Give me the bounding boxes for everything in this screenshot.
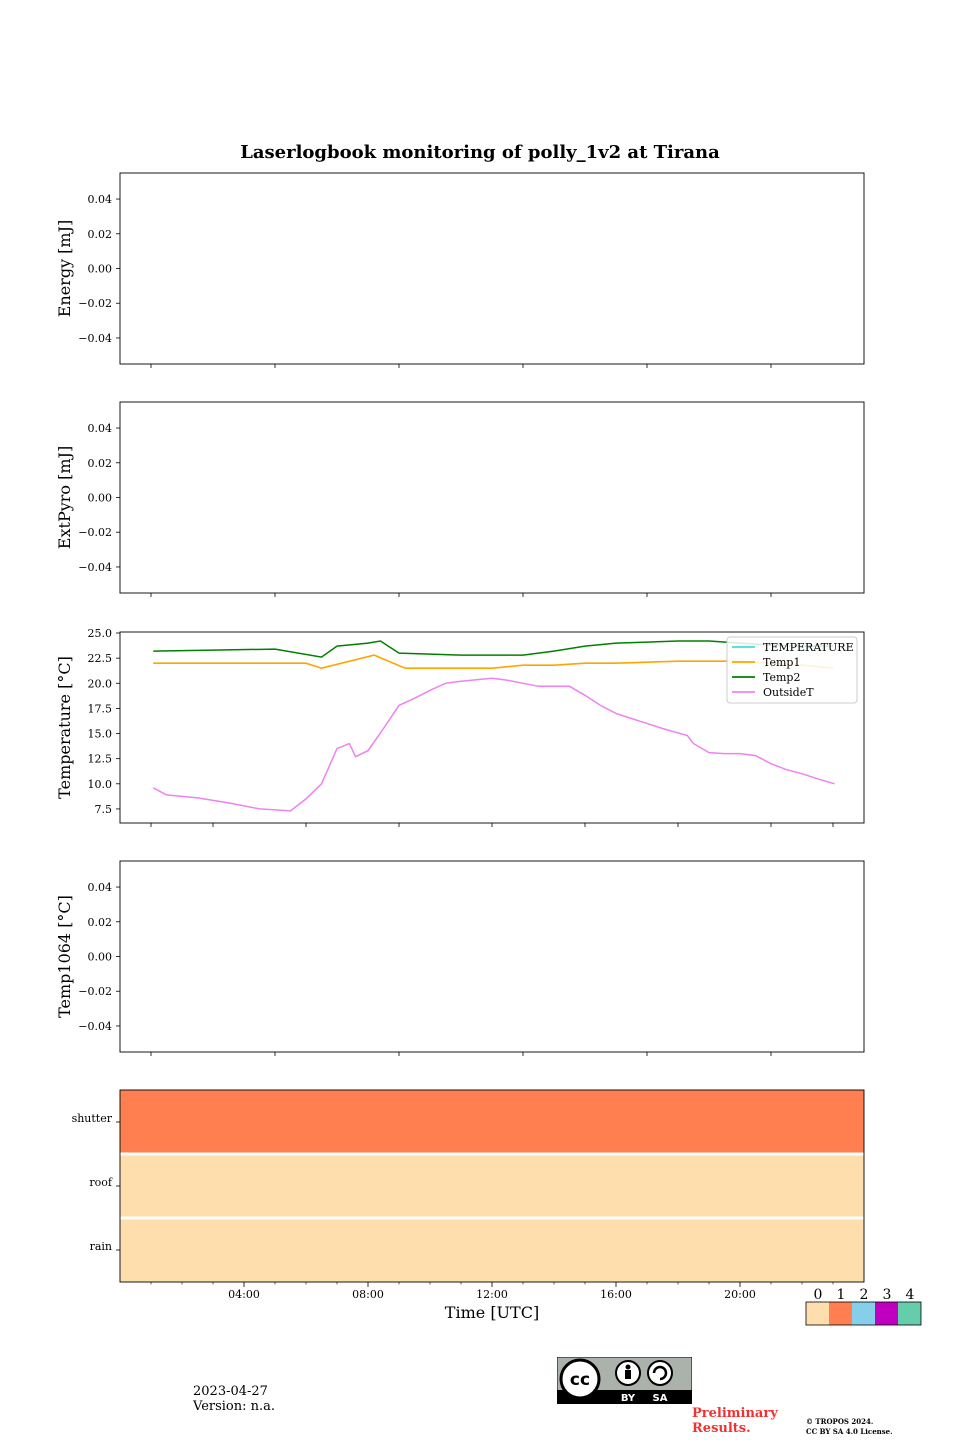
colorbar-tick-label: 4 <box>906 1287 915 1303</box>
series-line-outsidet <box>152 677 835 812</box>
copyright-line-1: © TROPOS 2024. <box>806 1417 874 1426</box>
x-tick-label: 16:00 <box>600 1288 632 1301</box>
panel-background <box>120 402 864 593</box>
status-row-label: rain <box>90 1240 112 1253</box>
panel-background <box>120 173 864 364</box>
y-axis-label: Temperature [°C] <box>55 656 74 799</box>
y-tick-label: 22.5 <box>88 652 113 665</box>
y-tick-label: 0.02 <box>88 916 113 929</box>
cc-by-text: BY <box>621 1393 636 1404</box>
y-tick-label: 0.02 <box>88 457 113 470</box>
y-tick-label: 7.5 <box>95 803 113 816</box>
y-tick-label: −0.04 <box>78 332 112 345</box>
y-tick-label: 17.5 <box>88 702 113 715</box>
y-tick-label: −0.04 <box>78 561 112 574</box>
colorbar-swatch <box>898 1302 921 1325</box>
x-axis-label: Time [UTC] <box>445 1303 539 1322</box>
legend-label: TEMPERATURE <box>763 641 854 654</box>
footer-date-block: 2023-04-27 Version: n.a. <box>193 1384 275 1414</box>
panel-frame <box>119 631 865 824</box>
colorbar-swatch <box>806 1302 829 1325</box>
series-line-temp1 <box>153 654 834 670</box>
y-tick-label: 0.00 <box>88 492 113 505</box>
y-tick-label: 0.04 <box>88 422 113 435</box>
legend-label: OutsideT <box>763 686 814 699</box>
colorbar-swatch <box>852 1302 875 1325</box>
panel-frame <box>119 401 865 594</box>
x-tick-label: 08:00 <box>352 1288 384 1301</box>
y-tick-label: 0.00 <box>88 263 113 276</box>
panel-frame <box>119 860 865 1053</box>
y-tick-label: −0.02 <box>78 985 112 998</box>
preliminary-notice: Preliminary Results. <box>692 1406 802 1436</box>
status-row-shutter <box>120 1090 864 1154</box>
status-row-label: roof <box>89 1176 113 1189</box>
footer-version: Version: n.a. <box>193 1399 276 1414</box>
preliminary-text: Preliminary Results. <box>692 1406 778 1436</box>
x-tick-label: 12:00 <box>476 1288 508 1301</box>
panel-background <box>120 861 864 1052</box>
y-axis-label: Energy [mJ] <box>55 220 74 318</box>
x-tick-label: 20:00 <box>724 1288 756 1301</box>
y-tick-label: 10.0 <box>88 778 113 791</box>
panel-frame <box>119 172 865 365</box>
legend-label: Temp2 <box>763 671 800 684</box>
colorbar-tick-label: 0 <box>814 1287 823 1303</box>
status-row-rain <box>120 1218 864 1282</box>
y-tick-label: −0.02 <box>78 526 112 539</box>
y-tick-label: 25.0 <box>88 627 113 640</box>
y-tick-label: −0.04 <box>78 1020 112 1033</box>
legend-box <box>726 636 858 704</box>
colorbar-tick-label: 2 <box>860 1287 869 1303</box>
y-tick-label: −0.02 <box>78 297 112 310</box>
chart-title: Laserlogbook monitoring of polly_1v2 at … <box>240 142 720 163</box>
y-tick-label: 0.04 <box>88 193 113 206</box>
cc-sa-text: SA <box>653 1393 668 1404</box>
status-row-label: shutter <box>72 1112 113 1125</box>
x-tick-label: 04:00 <box>228 1288 260 1301</box>
colorbar-swatch <box>829 1302 852 1325</box>
legend-label: Temp1 <box>763 656 800 669</box>
y-tick-label: 0.00 <box>88 951 113 964</box>
y-tick-label: 20.0 <box>88 677 113 690</box>
cc-by-sa-icon: cc BY SA <box>556 1356 693 1405</box>
y-tick-label: 0.02 <box>88 228 113 241</box>
y-axis-label: ExtPyro [mJ] <box>55 446 74 549</box>
y-tick-label: 0.04 <box>88 881 113 894</box>
cc-license-badge: cc BY SA <box>556 1356 693 1408</box>
cc-text: cc <box>570 1370 590 1390</box>
colorbar-frame <box>805 1301 922 1326</box>
y-tick-label: 15.0 <box>88 728 113 741</box>
copyright-block: © TROPOS 2024. CC BY SA 4.0 License. <box>806 1417 893 1437</box>
y-axis-label: Temp1064 [°C] <box>55 895 74 1018</box>
status-row-roof <box>120 1154 864 1218</box>
footer-date: 2023-04-27 <box>193 1384 268 1399</box>
colorbar-tick-label: 3 <box>883 1287 892 1303</box>
colorbar-swatch <box>875 1302 898 1325</box>
copyright-line-2: CC BY SA 4.0 License. <box>806 1427 893 1436</box>
y-tick-label: 12.5 <box>88 753 113 766</box>
colorbar-tick-label: 1 <box>837 1287 846 1303</box>
